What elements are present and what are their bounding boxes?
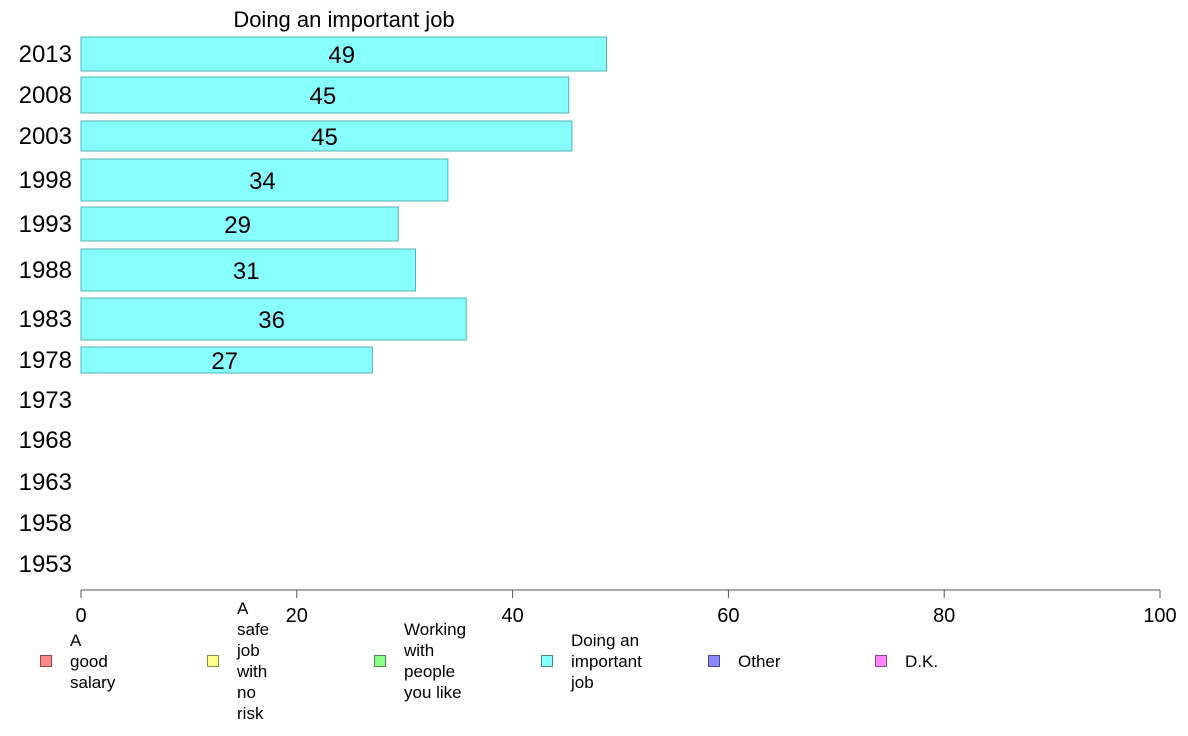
legend-label: Doing an important job <box>571 630 642 692</box>
bar-value-label: 31 <box>233 258 260 285</box>
bar-1988 <box>80 248 416 292</box>
legend-swatch <box>541 655 553 667</box>
x-tick-label: 60 <box>717 605 739 627</box>
bar-value-label: 36 <box>258 307 285 334</box>
legend-swatch <box>875 655 887 667</box>
bar-1998 <box>80 158 449 202</box>
x-axis-ticks: 0 20 40 60 80 100 <box>75 590 1177 627</box>
bar-2013 <box>80 36 607 72</box>
legend-label: Other <box>738 651 781 671</box>
y-tick-label: 1953 <box>19 551 72 578</box>
y-tick-label: 1973 <box>19 387 72 414</box>
bar-value-label: 49 <box>328 42 355 69</box>
x-tick-label: 100 <box>1143 605 1176 627</box>
y-tick-label: 1963 <box>19 469 72 496</box>
bar-chart: Doing an important job 4945453429313627 … <box>19 7 1177 627</box>
legend-swatch <box>40 655 52 667</box>
y-tick-label: 1958 <box>19 510 72 537</box>
legend-label: Working with people you like <box>404 620 467 702</box>
bar-value-label: 34 <box>249 168 276 195</box>
bars-group <box>80 36 607 374</box>
x-tick-label: 80 <box>933 605 955 627</box>
y-tick-label: 1983 <box>19 306 72 333</box>
legend-swatch <box>207 655 219 667</box>
legend: A good salary A safe job with no risk Wo… <box>0 599 1188 723</box>
legend-label: A good salary <box>70 630 116 692</box>
y-tick-label: 1998 <box>19 167 72 194</box>
x-tick-label: 0 <box>75 605 86 627</box>
legend-label: D.K. <box>905 651 939 671</box>
y-axis-tick-labels: 2013 2008 2003 1998 1993 1988 1983 1978 1973 1968… <box>19 41 72 578</box>
bar-value-label: 27 <box>211 348 238 375</box>
y-tick-label: 2008 <box>19 82 72 109</box>
legend-swatch <box>374 655 386 667</box>
bar-value-label: 45 <box>311 124 338 151</box>
bar-1983 <box>80 297 467 341</box>
bar-labels-group: 49 45 45 34 29 31 36 27 <box>211 42 355 375</box>
bar-1993 <box>80 206 399 242</box>
x-tick-label: 20 <box>286 605 308 627</box>
y-tick-label: 1978 <box>19 347 72 374</box>
bar-2003 <box>80 120 573 152</box>
bar-value-label: 29 <box>224 212 251 239</box>
legend-label: A safe job with no risk <box>237 599 270 723</box>
chart-title: Doing an important job <box>233 7 454 32</box>
bar-2008 <box>80 76 570 114</box>
bar-1978 <box>80 346 373 374</box>
y-tick-label: 2003 <box>19 123 72 150</box>
y-tick-label: 2013 <box>19 41 72 68</box>
y-tick-label: 1988 <box>19 257 72 284</box>
legend-swatch <box>708 655 720 667</box>
y-tick-label: 1968 <box>19 427 72 454</box>
y-tick-label: 1993 <box>19 211 72 238</box>
x-tick-label: 40 <box>501 605 523 627</box>
bar-value-label: 45 <box>310 83 337 110</box>
